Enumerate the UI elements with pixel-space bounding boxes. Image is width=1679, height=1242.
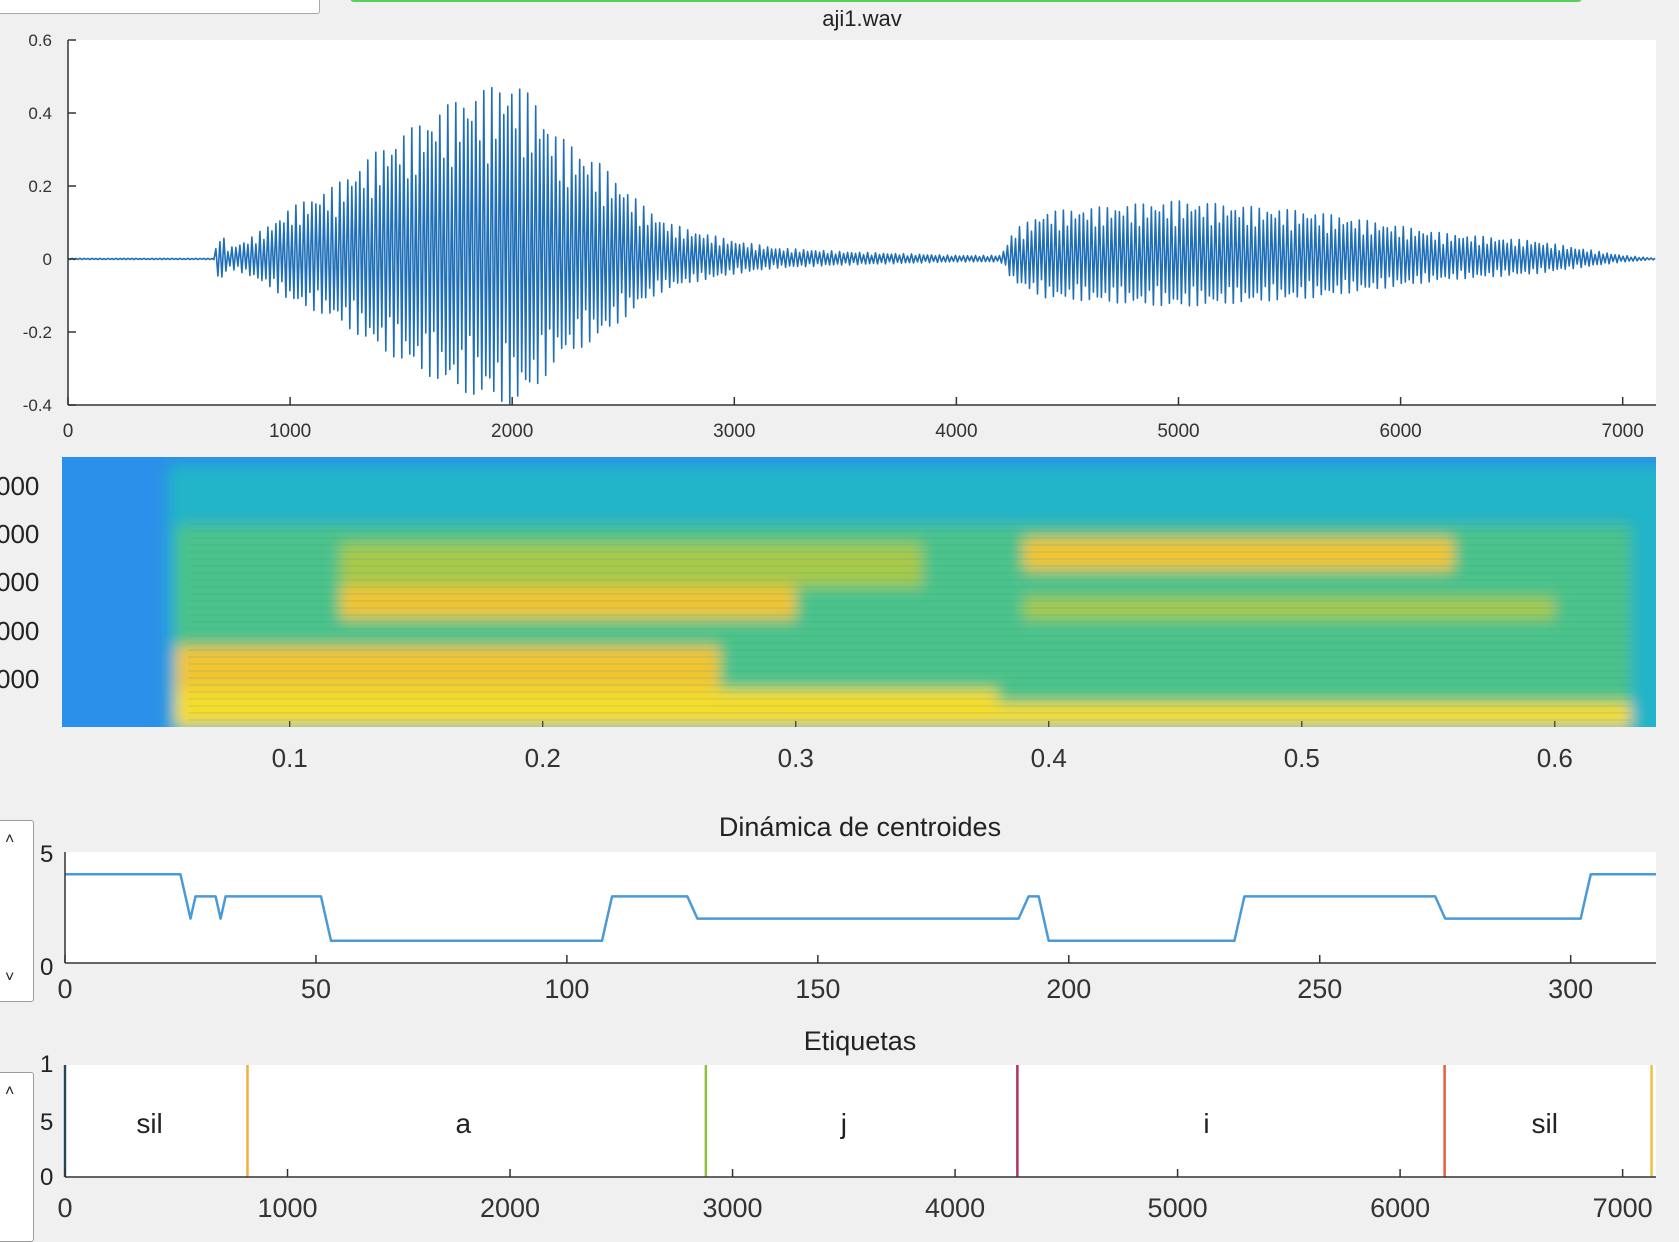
y-tick-label: 5 bbox=[40, 1109, 53, 1136]
x-tick-label: 0.1 bbox=[272, 743, 308, 773]
y-tick-label: 0.6 bbox=[28, 31, 52, 50]
x-tick-label: 0.6 bbox=[1537, 743, 1573, 773]
centroid-series bbox=[65, 872, 1656, 943]
chart-title: aji1.wav bbox=[822, 6, 901, 31]
scroll-down-arrow[interactable]: ˅ bbox=[5, 969, 15, 986]
spectrogram-energy-region bbox=[175, 646, 720, 690]
x-tick-label: 7000 bbox=[1593, 1193, 1653, 1223]
y-tick-label: 5 bbox=[40, 841, 53, 868]
y-tick-label: 1 bbox=[40, 1051, 53, 1078]
y-tick-label: -0.2 bbox=[23, 323, 52, 342]
y-tick-label: 000 bbox=[0, 664, 39, 694]
x-tick-label: 200 bbox=[1046, 974, 1091, 1004]
spectrogram-energy-region bbox=[1023, 597, 1555, 619]
chart-title: Dinámica de centroides bbox=[719, 812, 1001, 842]
x-tick-label: 0.2 bbox=[525, 743, 561, 773]
x-tick-label: 0 bbox=[57, 1193, 72, 1223]
x-tick-label: 4000 bbox=[935, 421, 977, 442]
x-tick-label: 2000 bbox=[491, 421, 533, 442]
scroll-up-arrow[interactable]: ˄ bbox=[5, 1083, 15, 1100]
segment-label: sil bbox=[136, 1108, 162, 1139]
plot-area bbox=[65, 1065, 1656, 1177]
spectrogram-energy-region bbox=[998, 702, 1631, 727]
waveform-series bbox=[67, 86, 1656, 406]
spectrogram-energy-region bbox=[340, 543, 923, 587]
x-tick-label: 1000 bbox=[257, 1193, 317, 1223]
file-selector[interactable] bbox=[0, 0, 320, 14]
segment-label: a bbox=[456, 1108, 472, 1139]
x-tick-label: 6000 bbox=[1379, 421, 1421, 442]
x-tick-label: 0.5 bbox=[1284, 743, 1320, 773]
y-tick-label: 000 bbox=[0, 567, 39, 597]
x-tick-label: 7000 bbox=[1602, 421, 1644, 442]
x-tick-label: 5000 bbox=[1157, 421, 1199, 442]
spectrogram-energy-region bbox=[340, 586, 796, 619]
y-tick-label: 0.4 bbox=[28, 104, 52, 123]
x-tick-label: 100 bbox=[544, 974, 589, 1004]
spectrogram-energy-region bbox=[1023, 538, 1454, 571]
segment-label: sil bbox=[1532, 1108, 1558, 1139]
segment-label: i bbox=[1203, 1108, 1209, 1139]
x-tick-label: 250 bbox=[1297, 974, 1342, 1004]
y-tick-label: 0 bbox=[40, 1164, 53, 1191]
spectrogram-top-band bbox=[62, 457, 1656, 465]
spectrogram-energy-region bbox=[175, 689, 999, 727]
x-tick-label: 0.4 bbox=[1031, 743, 1067, 773]
x-tick-label: 3000 bbox=[703, 1193, 763, 1223]
chart-title: Etiquetas bbox=[804, 1026, 917, 1056]
x-tick-label: 0 bbox=[57, 974, 72, 1004]
plot-area bbox=[68, 40, 1656, 405]
spectrogram-chart: 0.1 0.2 0.3 0.4 0.5 0.6 000 000 000 000 000 bbox=[0, 457, 1656, 773]
segment-label: j bbox=[840, 1108, 847, 1139]
y-tick-label: -0.4 bbox=[23, 396, 52, 415]
x-tick-label: 6000 bbox=[1370, 1193, 1430, 1223]
x-tick-label: 4000 bbox=[925, 1193, 985, 1223]
play-button[interactable] bbox=[350, 0, 1582, 2]
x-tick-label: 50 bbox=[301, 974, 331, 1004]
x-tick-label: 300 bbox=[1548, 974, 1593, 1004]
labels-scroll-control[interactable]: ˄ bbox=[0, 1072, 34, 1242]
x-tick-label: 2000 bbox=[480, 1193, 540, 1223]
spectrogram-silence bbox=[62, 457, 169, 727]
y-tick-label: 0.2 bbox=[28, 177, 52, 196]
y-tick-label: 000 bbox=[0, 471, 39, 501]
x-tick-label: 150 bbox=[795, 974, 840, 1004]
centroid-dynamics-chart: Dinámica de centroides 0 50 100 150 200 250 30… bbox=[40, 812, 1656, 1004]
y-tick-label: 000 bbox=[0, 616, 39, 646]
y-tick-label: 000 bbox=[0, 519, 39, 549]
plot-area bbox=[65, 852, 1656, 963]
scroll-up-arrow[interactable]: ˄ bbox=[5, 831, 15, 848]
y-tick-label: 0 bbox=[40, 954, 53, 981]
x-tick-label: 1000 bbox=[269, 421, 311, 442]
x-tick-label: 0 bbox=[63, 421, 74, 442]
centroid-scroll-control[interactable]: ˄ ˅ bbox=[0, 820, 34, 1002]
labels-chart: Etiquetas sil a j i sil 0 1000 2000 3000 4000 500… bbox=[40, 1026, 1656, 1223]
waveform-chart: aji1.wav 0 1000 2000 3000 4000 5000 6000 7000 -0… bbox=[23, 6, 1656, 442]
y-tick-label: 0 bbox=[43, 250, 52, 269]
x-tick-label: 0.3 bbox=[778, 743, 814, 773]
x-tick-label: 3000 bbox=[713, 421, 755, 442]
x-tick-label: 5000 bbox=[1148, 1193, 1208, 1223]
